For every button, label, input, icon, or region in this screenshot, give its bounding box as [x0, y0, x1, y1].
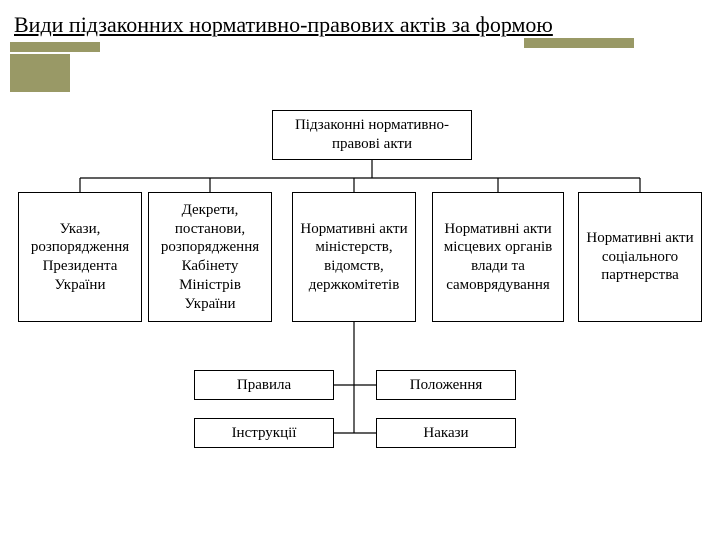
node-branch-1: Укази, розпорядження Президента України	[18, 192, 142, 322]
node-root: Підзаконні нормативно-правові акти	[272, 110, 472, 160]
node-sub-1: Правила	[194, 370, 334, 400]
node-branch-3: Нормативні акти міністерств, відомств, д…	[292, 192, 416, 322]
node-sub-3: Інструкції	[194, 418, 334, 448]
node-sub-4: Накази	[376, 418, 516, 448]
node-branch-4: Нормативні акти місцевих органів влади т…	[432, 192, 564, 322]
node-branch-2: Декрети, постанови, розпорядження Кабіне…	[148, 192, 272, 322]
node-sub-2: Положення	[376, 370, 516, 400]
node-branch-5: Нормативні акти соціального партнерства	[578, 192, 702, 322]
